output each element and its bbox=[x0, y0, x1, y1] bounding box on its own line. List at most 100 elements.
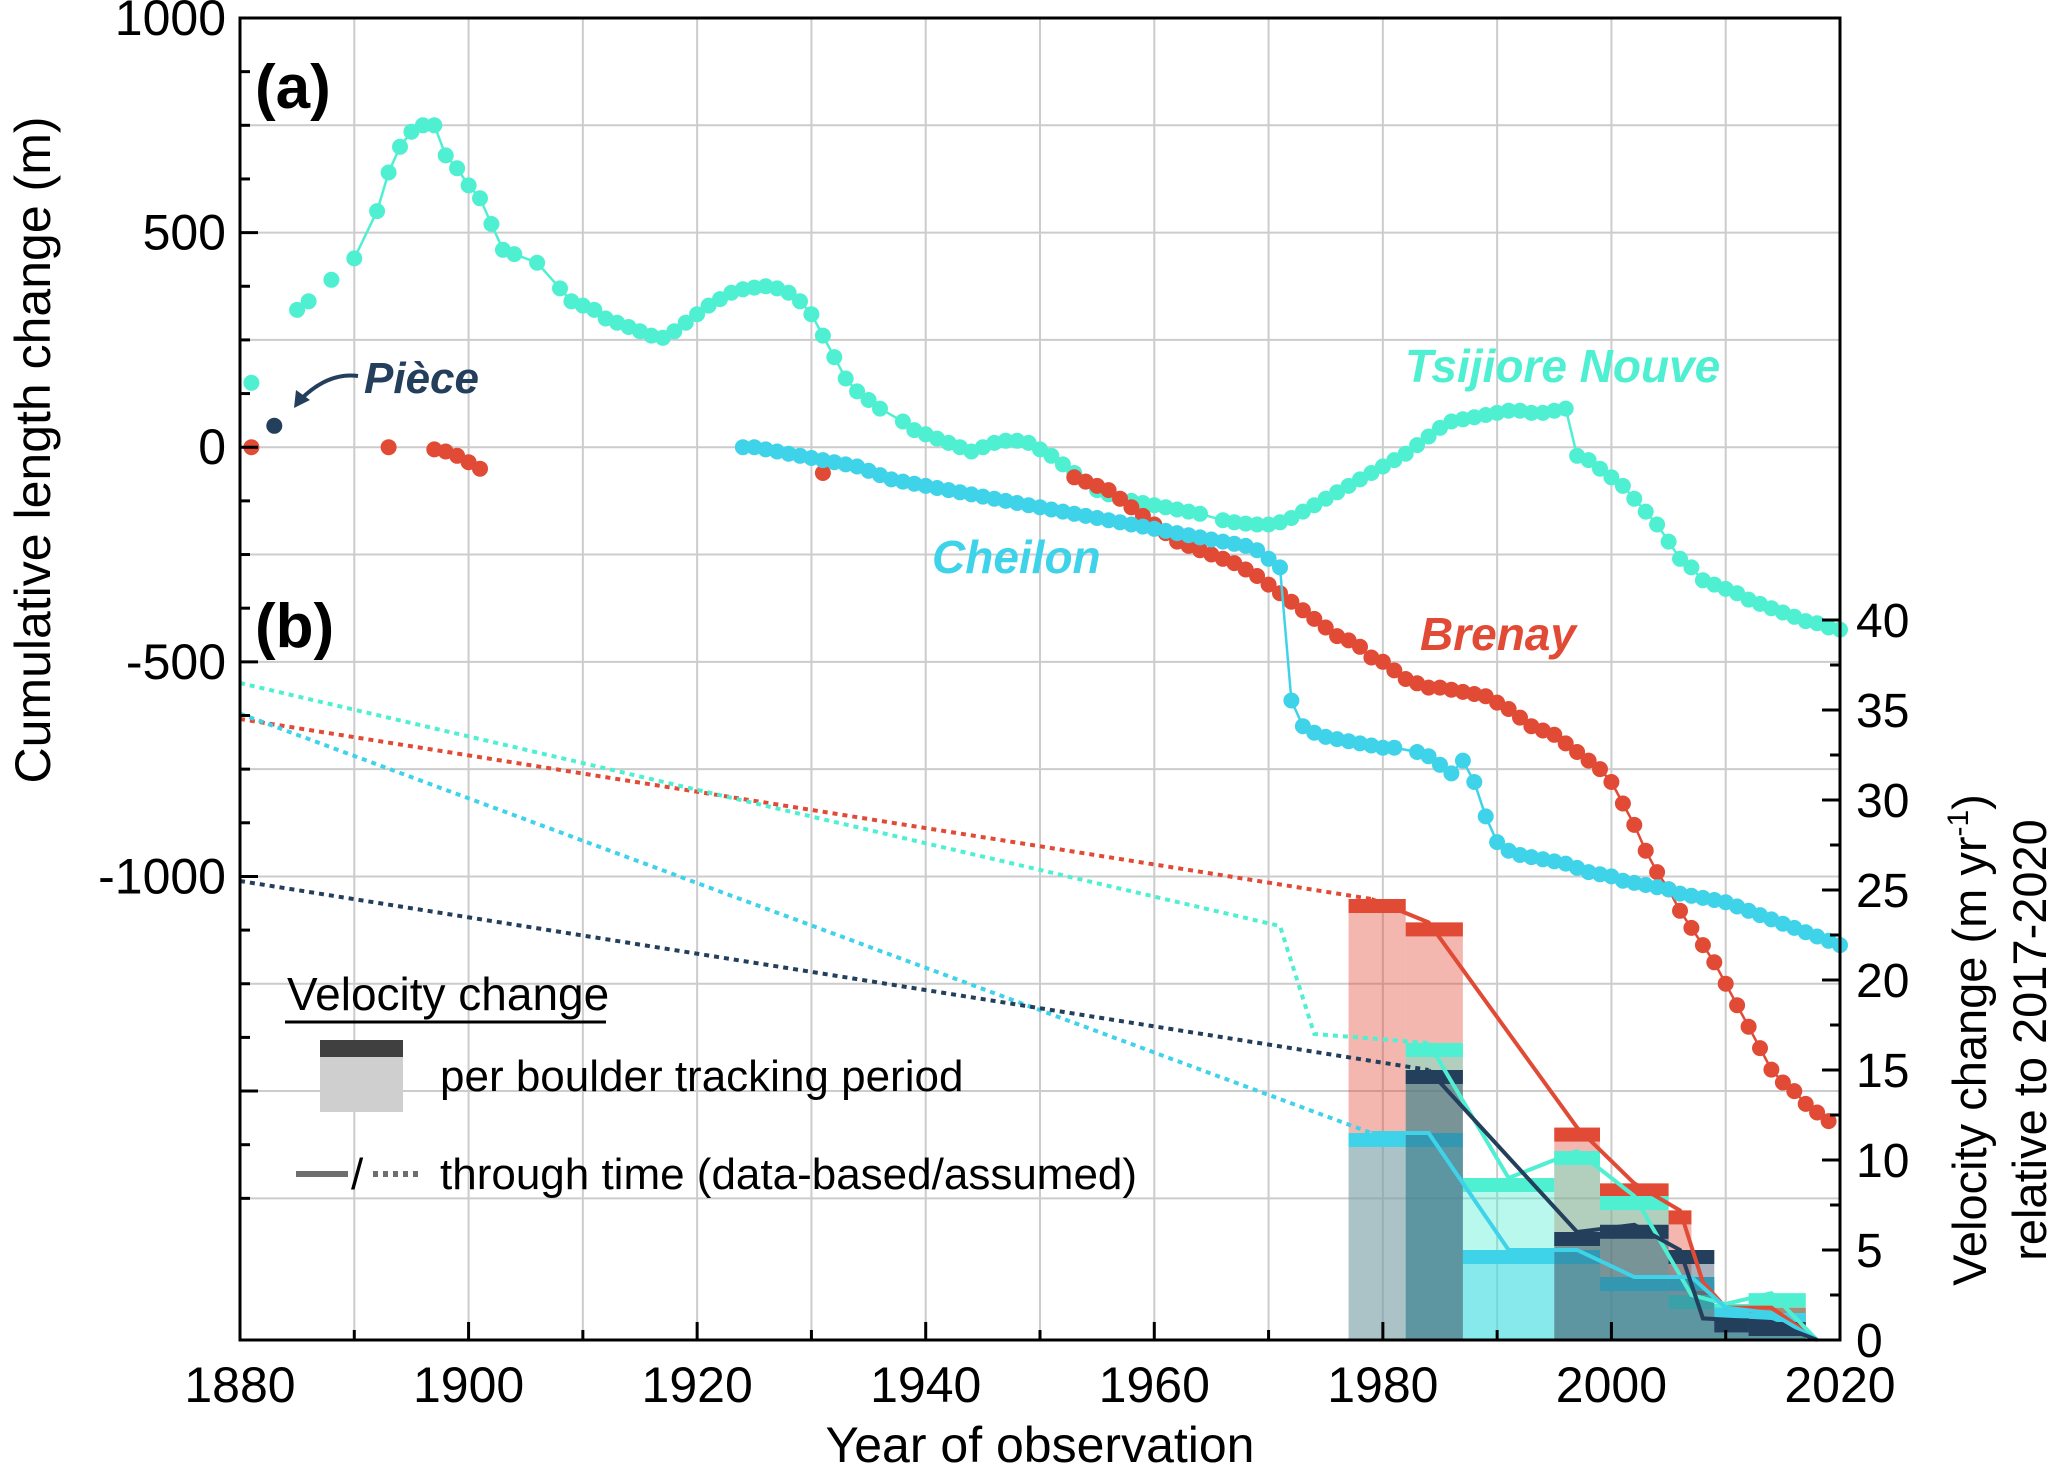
y-left-tick-label: -1000 bbox=[98, 848, 226, 904]
length-point-brenay bbox=[472, 460, 488, 477]
length-point-brenay bbox=[1786, 1083, 1803, 1100]
length-point-tsijiore bbox=[1672, 550, 1688, 567]
velocity-bar-cheilon bbox=[1462, 1250, 1555, 1340]
length-point-cheilon bbox=[1477, 808, 1494, 825]
length-point-brenay bbox=[1717, 975, 1734, 992]
length-point-tsijiore bbox=[1054, 456, 1071, 473]
legend-title: Velocity change bbox=[287, 968, 609, 1020]
length-point-brenay bbox=[1797, 1095, 1814, 1112]
length-point-tsijiore bbox=[1557, 400, 1574, 417]
legend-swatch-bar-cap bbox=[320, 1040, 403, 1057]
length-point-brenay bbox=[1260, 576, 1277, 593]
velocity-line-assumed-tsijiore bbox=[239, 681, 1429, 1045]
length-point-brenay bbox=[1306, 610, 1323, 627]
length-point-brenay bbox=[1683, 919, 1700, 936]
length-point-tsijiore bbox=[1409, 437, 1426, 454]
length-point-brenay bbox=[1317, 619, 1334, 636]
y-right-tick-label: 5 bbox=[1856, 1225, 1883, 1278]
grid-lines bbox=[240, 18, 1840, 1340]
length-point-tsijiore bbox=[1592, 460, 1608, 477]
x-tick-label: 1880 bbox=[184, 1357, 295, 1413]
length-point-tsijiore bbox=[1523, 404, 1540, 421]
length-point-brenay bbox=[1294, 602, 1311, 619]
velocity-bar-cap-brenay bbox=[1348, 899, 1406, 913]
length-point-tsijiore bbox=[472, 190, 488, 207]
length-point-cheilon bbox=[1283, 692, 1300, 709]
x-tick-label: 2020 bbox=[1784, 1357, 1895, 1413]
label-piece-arrowhead bbox=[294, 390, 310, 408]
length-point-tsijiore bbox=[677, 314, 694, 331]
length-point-tsijiore bbox=[552, 280, 568, 297]
length-point-cheilon bbox=[734, 439, 751, 456]
length-point-brenay bbox=[1649, 864, 1666, 881]
label-cheilon: Cheilon bbox=[932, 531, 1101, 583]
velocity-bar-cap-cheilon bbox=[1348, 1133, 1406, 1147]
length-point-brenay bbox=[1546, 726, 1563, 743]
length-point-tsijiore bbox=[1637, 503, 1654, 520]
length-point-tsijiore bbox=[780, 284, 797, 301]
velocity-line-data-brenay bbox=[1370, 897, 1819, 1342]
length-point-brenay bbox=[380, 439, 397, 456]
length-point-brenay bbox=[1100, 482, 1117, 499]
length-point-tsijiore bbox=[506, 246, 523, 263]
length-point-tsijiore bbox=[1603, 469, 1620, 486]
y-left-tick-label: 1000 bbox=[115, 0, 226, 46]
length-point-tsijiore bbox=[460, 177, 477, 194]
length-point-brenay bbox=[1500, 701, 1517, 717]
velocity-bar-piece bbox=[1405, 1070, 1463, 1340]
length-point-brenay bbox=[1809, 1104, 1826, 1121]
x-tick-label: 1960 bbox=[1099, 1357, 1210, 1413]
velocity-bar-cheilon bbox=[1348, 1133, 1406, 1340]
length-point-tsijiore bbox=[437, 147, 454, 164]
length-point-tsijiore bbox=[529, 254, 546, 271]
length-point-cheilon bbox=[1443, 765, 1460, 782]
length-point-tsijiore bbox=[1397, 445, 1414, 462]
y-left-tick-label: 500 bbox=[143, 205, 226, 261]
length-point-cheilon bbox=[1249, 542, 1266, 559]
length-point-brenay bbox=[1283, 593, 1300, 610]
length-point-brenay bbox=[1352, 638, 1368, 655]
panel-a-length-change bbox=[243, 117, 1848, 1130]
length-point-tsijiore bbox=[300, 293, 317, 310]
series-labels: Pièce Tsijiore Nouve Cheilon Brenay bbox=[294, 340, 1720, 660]
label-piece: Pièce bbox=[364, 354, 479, 403]
length-point-tsijiore bbox=[426, 117, 443, 134]
length-point-cheilon bbox=[1466, 774, 1483, 790]
length-point-tsijiore bbox=[1192, 505, 1208, 522]
x-tick-label: 1940 bbox=[870, 1357, 981, 1413]
length-point-brenay bbox=[1374, 653, 1391, 670]
length-point-cheilon bbox=[1454, 752, 1471, 769]
length-point-brenay bbox=[1637, 842, 1654, 859]
length-point-brenay bbox=[1112, 490, 1128, 507]
length-point-brenay bbox=[1694, 937, 1711, 954]
panel-b-velocity bbox=[239, 681, 1819, 1342]
length-point-tsijiore bbox=[414, 117, 431, 134]
length-point-tsijiore bbox=[1237, 515, 1254, 532]
length-point-tsijiore bbox=[997, 432, 1014, 449]
y-left-tick-label: 0 bbox=[198, 419, 226, 475]
velocity-line-assumed-cheilon bbox=[239, 711, 1373, 1135]
length-point-tsijiore bbox=[380, 164, 397, 181]
length-point-cheilon bbox=[1420, 748, 1437, 765]
x-tick-label: 2000 bbox=[1556, 1357, 1667, 1413]
y-axis-left-label: Cumulative length change (m) bbox=[5, 117, 61, 784]
length-point-tsijiore bbox=[1580, 452, 1597, 469]
length-point-tsijiore bbox=[872, 400, 888, 417]
length-point-brenay bbox=[1740, 1018, 1757, 1035]
y-right-tick-label: 40 bbox=[1856, 595, 1909, 648]
length-point-brenay bbox=[1729, 997, 1746, 1014]
label-piece-arrow bbox=[298, 373, 359, 402]
velocity-bar-cap-brenay bbox=[1668, 1210, 1692, 1225]
length-point-piece bbox=[266, 417, 283, 434]
length-point-tsijiore bbox=[369, 203, 386, 220]
length-point-tsijiore bbox=[449, 160, 466, 177]
length-point-tsijiore bbox=[346, 250, 363, 267]
length-point-tsijiore bbox=[1660, 533, 1677, 550]
x-tick-label: 1900 bbox=[413, 1357, 524, 1413]
velocity-bar-cap-cheilon bbox=[1462, 1250, 1555, 1264]
y-right-tick-label: 25 bbox=[1856, 865, 1909, 918]
axis-ticks: 1880 1900 1920 1940 1960 1980 2000 2020 1000 500 0… bbox=[98, 0, 1909, 1413]
length-point-brenay bbox=[1752, 1040, 1768, 1057]
length-point-tsijiore bbox=[586, 301, 603, 318]
